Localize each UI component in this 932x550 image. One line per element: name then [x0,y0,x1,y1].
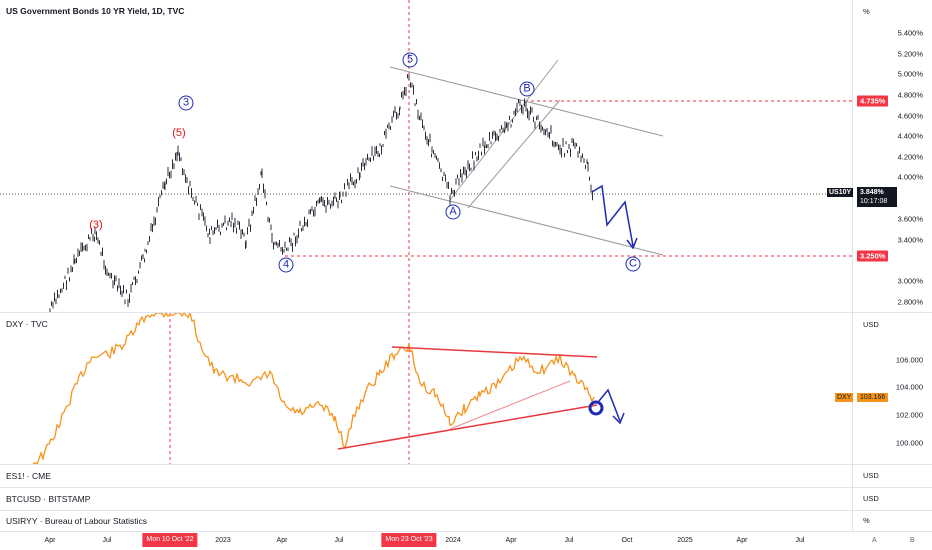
dxy-tick: 100.000 [895,438,923,448]
pane-separator[interactable] [0,510,932,511]
dxy-line [32,313,595,464]
dxy-chart[interactable] [0,313,852,464]
us10y-chart[interactable] [0,0,852,312]
projection-arrow-path [591,184,634,247]
abc-channel-line-2 [467,99,561,209]
us10y-tick: 2.800% [897,297,923,307]
us10y-value: 3.848% [860,189,884,196]
time-label: Apr [276,537,288,544]
pane-separator[interactable] [0,464,932,465]
es1-title[interactable]: ES1! · CME [6,471,51,481]
dxy-target-circle [588,400,604,416]
wave-label-b: B [519,81,535,97]
btc-price-axis[interactable]: USD [852,488,932,510]
time-label: 2023 [215,537,231,544]
dxy-tick: 106.000 [895,355,923,365]
time-label: Jul [334,537,344,544]
dxy-price-axis[interactable]: USD 106.000 104.000 102.000 100.000 DXY … [835,313,932,464]
dxy-tick: 104.000 [895,382,923,392]
us10y-tick: 4.600% [897,111,923,121]
us10y-value-tag: 3.848% 10:17:08 [857,187,897,207]
btc-title[interactable]: BTCUSD · BITSTAMP [6,494,91,504]
wave-label-4: 4 [278,257,294,273]
time-label: Jul [795,537,805,544]
projection-arrow-head [626,237,638,250]
usiryy-price-axis[interactable]: % [852,511,932,531]
us10y-tick: 4.400% [897,131,923,141]
time-label: Jul [564,537,574,544]
us10y-countdown: 10:17:08 [860,198,888,205]
time-label: Apr [736,537,748,544]
time-label: 2024 [445,537,461,544]
wave-label-5-minor: (5) [172,127,186,139]
time-label: Apr [505,537,517,544]
wedge-upper-line [391,346,598,358]
es1-unit-label[interactable]: USD [863,471,879,480]
btc-pane[interactable]: BTCUSD · BITSTAMP [0,488,852,510]
time-label: Oct [621,537,633,544]
time-label: 2025 [677,537,693,544]
wave-label-3: 3 [178,95,194,111]
wedge-lower-line [337,404,598,450]
dxy-projection-arrow [598,388,621,422]
channel-lower-line [389,185,664,256]
us10y-tick: 5.400% [897,28,923,38]
usiryy-unit-label[interactable]: % [863,516,870,525]
us10y-tick: 5.000% [897,69,923,79]
usiryy-title[interactable]: USIRYY · Bureau of Labour Statistics [6,516,147,526]
wave-label-3-minor: (3) [89,219,103,231]
us10y-unit-label[interactable]: % [863,7,870,16]
log-scale-button[interactable]: B [910,537,915,544]
us10y-price-bars [49,74,593,312]
wedge-inner-line [449,380,571,430]
us10y-price-axis[interactable]: % 5.400% 5.200% 5.000% 4.800% 4.600% 4.4… [827,0,932,312]
time-axis-border [0,531,932,532]
time-highlight-2: Mon 23 Oct '23 [381,533,437,547]
dxy-symbol-tag: DXY [835,393,854,402]
us10y-tick: 3.600% [897,214,923,224]
time-highlight-1: Mon 10 Oct '22 [142,533,198,547]
es1-pane[interactable]: ES1! · CME [0,465,852,487]
us10y-tick: 4.200% [897,152,923,162]
es1-price-axis[interactable]: USD [852,465,932,487]
usiryy-pane[interactable]: USIRYY · Bureau of Labour Statistics [0,511,852,533]
dxy-unit-label[interactable]: USD [863,320,879,329]
dxy-pane[interactable]: DXY · TVC [0,313,852,464]
us10y-tick: 3.400% [897,235,923,245]
pane-separator[interactable] [0,312,932,313]
us10y-tick: 4.000% [897,172,923,182]
time-label: Apr [44,537,56,544]
wave-label-c: C [625,256,641,272]
level-tag-bottom: 3.250% [857,250,889,262]
dxy-projection-arrow-head [612,412,625,425]
us10y-tick: 3.000% [897,276,923,286]
us10y-title[interactable]: US Government Bonds 10 YR Yield, 1D, TVC [6,6,185,16]
us10y-pane[interactable]: US Government Bonds 10 YR Yield, 1D, TVC… [0,0,852,312]
us10y-tick: 4.800% [897,90,923,100]
wave-label-a: A [445,204,461,220]
btc-unit-label[interactable]: USD [863,494,879,503]
level-tag-top: 4.735% [857,95,889,107]
us10y-tick: 5.200% [897,49,923,59]
time-label: Jul [102,537,112,544]
pane-separator[interactable] [0,487,932,488]
dxy-title[interactable]: DXY · TVC [6,319,48,329]
wave-label-5: 5 [402,52,418,68]
us10y-symbol-tag: US10Y [827,188,854,197]
abc-channel-line-1 [449,59,559,201]
dxy-value-tag: 103.166 [857,393,889,402]
dxy-tick: 102.000 [895,410,923,420]
auto-scale-button[interactable]: A [872,537,877,544]
